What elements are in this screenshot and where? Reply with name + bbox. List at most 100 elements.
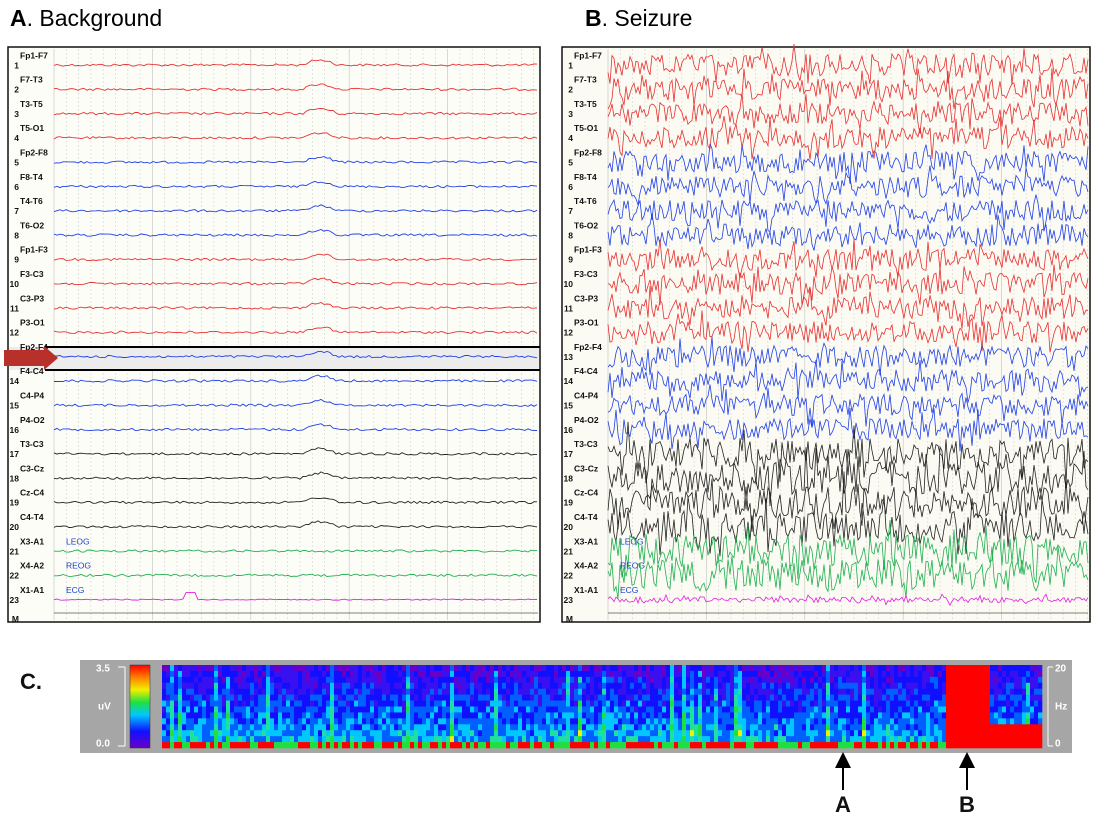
spectrogram-cell bbox=[742, 694, 747, 701]
spectrogram-cell bbox=[826, 706, 831, 713]
spectrogram-cell bbox=[578, 694, 583, 701]
spectrogram-cell bbox=[266, 694, 271, 701]
spectrogram-cell bbox=[1002, 676, 1007, 684]
spectrogram-cell bbox=[778, 736, 783, 743]
aux-label: ECG bbox=[66, 585, 84, 595]
spectrogram-cell bbox=[910, 706, 915, 713]
spectrogram-cell bbox=[578, 706, 583, 713]
spectrogram-cell bbox=[806, 742, 811, 749]
spectrogram-cell bbox=[254, 712, 259, 719]
spectrogram-cell bbox=[598, 706, 603, 713]
spectrogram-cell bbox=[898, 665, 903, 672]
spectrogram-cell bbox=[374, 712, 379, 719]
spectrogram-cell bbox=[826, 712, 831, 719]
spectrogram-cell bbox=[310, 712, 315, 719]
spectrogram-cell bbox=[438, 676, 443, 684]
spectrogram-cell bbox=[166, 670, 171, 678]
spectrogram-cell bbox=[522, 688, 527, 695]
spectrogram-cell bbox=[638, 688, 643, 695]
spectrogram-cell bbox=[374, 700, 379, 707]
spectrogram-cell bbox=[722, 694, 727, 701]
spectrogram-cell bbox=[478, 688, 483, 695]
spectrogram-cell bbox=[550, 706, 555, 713]
spectrogram-cell bbox=[626, 665, 631, 672]
spectrogram-cell bbox=[298, 742, 303, 749]
spectrogram-cell bbox=[682, 670, 687, 678]
spectrogram-cell bbox=[162, 682, 167, 690]
spectrogram-cell bbox=[934, 700, 939, 707]
spectrogram-cell bbox=[582, 706, 587, 713]
spectrogram-cell bbox=[790, 718, 795, 725]
spectrogram-cell bbox=[946, 718, 951, 725]
spectrogram-cell bbox=[950, 665, 955, 672]
eeg-trace bbox=[54, 549, 538, 553]
spectrogram-cell bbox=[698, 712, 703, 719]
spectrogram-cell bbox=[314, 712, 319, 719]
row-number: 19 bbox=[564, 498, 574, 508]
channel-label: P3-O1 bbox=[574, 318, 599, 328]
spectrogram-cell bbox=[758, 736, 763, 743]
spectrogram-cell bbox=[746, 712, 751, 719]
spectrogram-cell bbox=[654, 670, 659, 678]
spectrogram-cell bbox=[534, 712, 539, 719]
spectrogram-cell bbox=[530, 670, 535, 678]
spectrogram-cell bbox=[410, 706, 415, 713]
spectrogram-cell bbox=[966, 670, 971, 678]
spectrogram-cell bbox=[758, 706, 763, 713]
spectrogram-cell bbox=[574, 736, 579, 743]
spectrogram-cell bbox=[786, 694, 791, 701]
spectrogram-cell bbox=[994, 676, 999, 684]
spectrogram-cell bbox=[246, 736, 251, 743]
spectrogram-cell bbox=[614, 670, 619, 678]
spectrogram-cell bbox=[686, 742, 691, 749]
spectrogram-cell bbox=[662, 712, 667, 719]
spectrogram-cell bbox=[770, 665, 775, 672]
spectrogram-cell bbox=[830, 665, 835, 672]
spectrogram-cell bbox=[610, 724, 615, 731]
spectrogram-cell bbox=[1014, 670, 1019, 678]
spectrogram-cell bbox=[630, 706, 635, 713]
spectrogram-cell bbox=[542, 670, 547, 678]
spectrogram-cell bbox=[938, 706, 943, 713]
spectrogram-cell bbox=[938, 730, 943, 737]
spectrogram-cell bbox=[594, 712, 599, 719]
spectrogram-cell bbox=[186, 736, 191, 743]
spectrogram-cell bbox=[1014, 742, 1019, 749]
spectrogram-cell bbox=[854, 700, 859, 707]
spectrogram-cell bbox=[726, 688, 731, 695]
spectrogram-cell bbox=[290, 700, 295, 707]
spectrogram-cell bbox=[178, 736, 183, 743]
spectrogram-cell bbox=[894, 700, 899, 707]
spectrogram-cell bbox=[266, 688, 271, 695]
spectrogram-cell bbox=[854, 670, 859, 678]
spectrogram-cell bbox=[474, 742, 479, 749]
spectrogram-cell bbox=[802, 724, 807, 731]
spectrogram-cell bbox=[710, 676, 715, 684]
spectrogram-cell bbox=[270, 718, 275, 725]
spectrogram-cell bbox=[326, 718, 331, 725]
spectrogram-cell bbox=[350, 682, 355, 690]
spectrogram-cell bbox=[370, 665, 375, 672]
spectrogram-cell bbox=[306, 700, 311, 707]
spectrogram-cell bbox=[162, 688, 167, 695]
panel-title: . Background bbox=[27, 5, 163, 31]
spectrogram-cell bbox=[1026, 730, 1031, 737]
spectrogram-cell bbox=[610, 706, 615, 713]
spectrogram-cell bbox=[686, 682, 691, 690]
spectrogram-cell bbox=[590, 730, 595, 737]
spectrogram-cell bbox=[898, 670, 903, 678]
spectrogram-cell bbox=[950, 694, 955, 701]
spectrogram-cell bbox=[690, 742, 695, 749]
spectrogram-cell bbox=[794, 665, 799, 672]
spectrogram-cell bbox=[250, 665, 255, 672]
spectrogram-cell bbox=[406, 712, 411, 719]
spectrogram-cell bbox=[426, 742, 431, 749]
spectrogram-cell bbox=[970, 676, 975, 684]
spectrogram-cell bbox=[818, 736, 823, 743]
spectrogram-cell bbox=[974, 665, 979, 672]
spectrogram-cell bbox=[442, 676, 447, 684]
spectrogram-cell bbox=[546, 676, 551, 684]
spectrogram-cell bbox=[778, 694, 783, 701]
spectrogram-cell bbox=[822, 730, 827, 737]
spectrogram-cell bbox=[842, 706, 847, 713]
